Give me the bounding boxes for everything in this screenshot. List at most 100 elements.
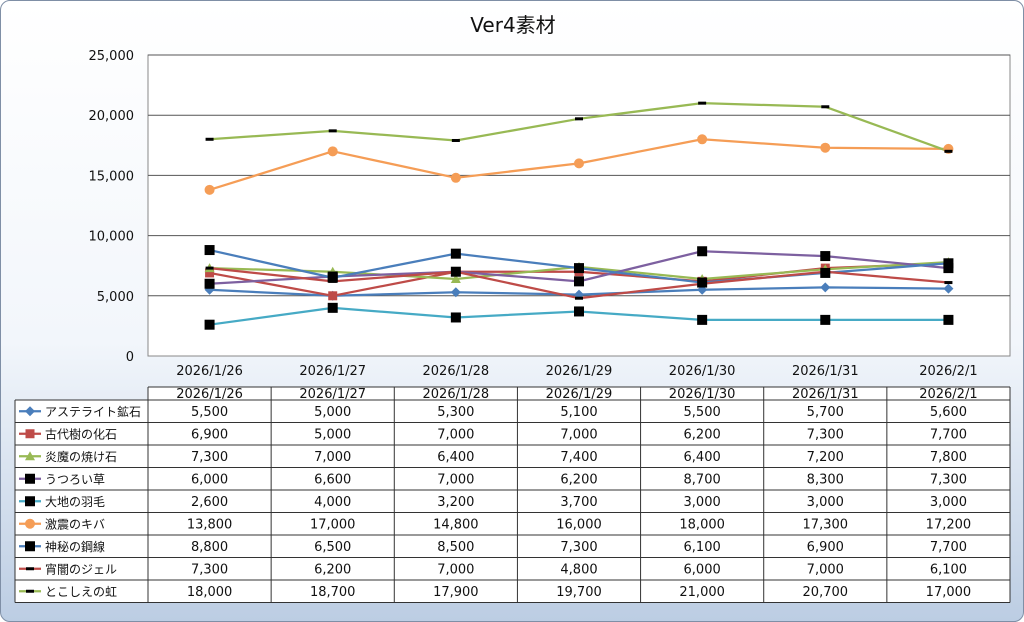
data-point: [450, 248, 461, 259]
x-axis-ticks: 2026/1/26 2026/1/27 2026/1/28 2026/1/29 2026…: [176, 364, 977, 379]
chart-title: Ver4素材: [470, 13, 555, 37]
data-point: [697, 246, 708, 257]
table-cell: 6,900: [807, 540, 844, 555]
legend-marker: [25, 473, 35, 484]
y-axis-ticks: 0 5,000 10,000 15,000 20,000 25,000: [89, 49, 135, 365]
data-point: [327, 146, 338, 157]
table-cell: 18,000: [187, 585, 233, 600]
data-point: [944, 149, 953, 153]
data-point: [698, 282, 707, 286]
table-cell: 3,000: [807, 495, 844, 510]
legend-label: 激震のキバ: [45, 517, 105, 531]
legend-marker: [26, 567, 34, 571]
data-point: [450, 273, 461, 283]
legend-marker: [25, 518, 35, 529]
data-point: [327, 272, 338, 283]
table-cell: 6,400: [437, 450, 474, 465]
legend-label: とこしえの虹: [45, 585, 117, 599]
table-cell: 18,700: [310, 585, 356, 600]
legend-marker: [25, 541, 35, 552]
table-cell: 17,000: [310, 517, 356, 532]
table-cell: 5,100: [560, 405, 597, 420]
table-cell: 17,900: [433, 585, 479, 600]
table-cell: 19,700: [556, 585, 602, 600]
table-cell: 3,700: [560, 495, 597, 510]
table-cell: 17,000: [926, 585, 972, 600]
table-cell: 7,000: [314, 450, 351, 465]
legend-marker: [25, 496, 35, 507]
table-cell: 7,000: [437, 427, 474, 442]
table-cell: 7,300: [191, 562, 228, 577]
table-cell: 7,000: [437, 472, 474, 487]
data-point: [450, 172, 461, 183]
data-point: [451, 138, 460, 142]
table-cell: 7,300: [191, 450, 228, 465]
legend-label: 神秘の鋼線: [45, 539, 105, 554]
data-point: [204, 278, 215, 289]
table-cell: 2,600: [191, 495, 228, 510]
data-point: [574, 276, 584, 287]
legend-marker: [25, 451, 35, 461]
data-point: [820, 314, 831, 325]
table-cell: 3,000: [684, 495, 721, 510]
legend-marker: [25, 406, 35, 417]
data-point: [943, 314, 954, 325]
data-point: [205, 266, 214, 270]
table-cell: 3,200: [437, 495, 474, 510]
table-cell: 5,300: [437, 405, 474, 420]
table-cell: 4,800: [560, 562, 597, 577]
y-tick-label: 5,000: [97, 290, 134, 305]
plot-area: [147, 54, 1011, 357]
table-cell: 5,500: [684, 405, 721, 420]
data-point: [328, 291, 338, 301]
data-point: [575, 296, 583, 300]
table-cell: 8,700: [684, 472, 721, 487]
data-point: [450, 287, 461, 298]
data-point: [820, 142, 831, 153]
table-header-cell: 2026/1/26: [176, 387, 243, 402]
table-cell: 17,300: [803, 517, 849, 532]
table-cell: 6,100: [684, 540, 721, 555]
legend-marker: [26, 589, 34, 593]
table-cell: 5,000: [314, 405, 351, 420]
legend-label: アステライト鉱石: [45, 404, 141, 419]
table-header-cell: 2026/1/30: [669, 387, 736, 402]
data-point: [205, 137, 214, 141]
legend-marker: [25, 429, 35, 439]
table-cell: 5,600: [930, 405, 967, 420]
table-cell: 20,700: [803, 585, 849, 600]
data-point: [451, 270, 460, 274]
table-cell: 7,000: [560, 427, 597, 442]
data-point: [327, 302, 338, 313]
data-point: [574, 263, 584, 274]
table-cell: 6,000: [191, 472, 228, 487]
data-point: [698, 101, 707, 105]
data-point: [328, 279, 337, 283]
table-header-bg: [148, 387, 1010, 400]
y-tick-label: 25,000: [89, 49, 135, 64]
x-tick-label: 2026/2/1: [919, 364, 977, 379]
table-cell: 7,700: [930, 540, 967, 555]
table-cell: 21,000: [679, 585, 725, 600]
x-tick-label: 2026/1/28: [423, 364, 490, 379]
table-cell: 7,000: [437, 562, 474, 577]
table-cell: 7,200: [807, 450, 844, 465]
table-cell: 7,000: [807, 562, 844, 577]
data-point: [821, 270, 830, 274]
y-tick-label: 15,000: [89, 169, 135, 184]
legend-label: 古代樹の化石: [45, 426, 117, 441]
data-point: [204, 245, 215, 256]
data-point: [328, 129, 337, 133]
data-point: [943, 258, 954, 269]
table-cell: 5,700: [807, 405, 844, 420]
data-table: 2026/1/26 2026/1/27 2026/1/28 2026/1/29 2026…: [14, 386, 1011, 603]
table-cell: 6,200: [314, 562, 351, 577]
table-cell: 7,700: [930, 427, 967, 442]
legend-label: うつろい草: [45, 472, 105, 486]
table-cell: 7,300: [560, 540, 597, 555]
legend-label: 宵闇のジェル: [45, 561, 117, 576]
table-cell: 5,500: [191, 405, 228, 420]
table-cell: 3,000: [930, 495, 967, 510]
